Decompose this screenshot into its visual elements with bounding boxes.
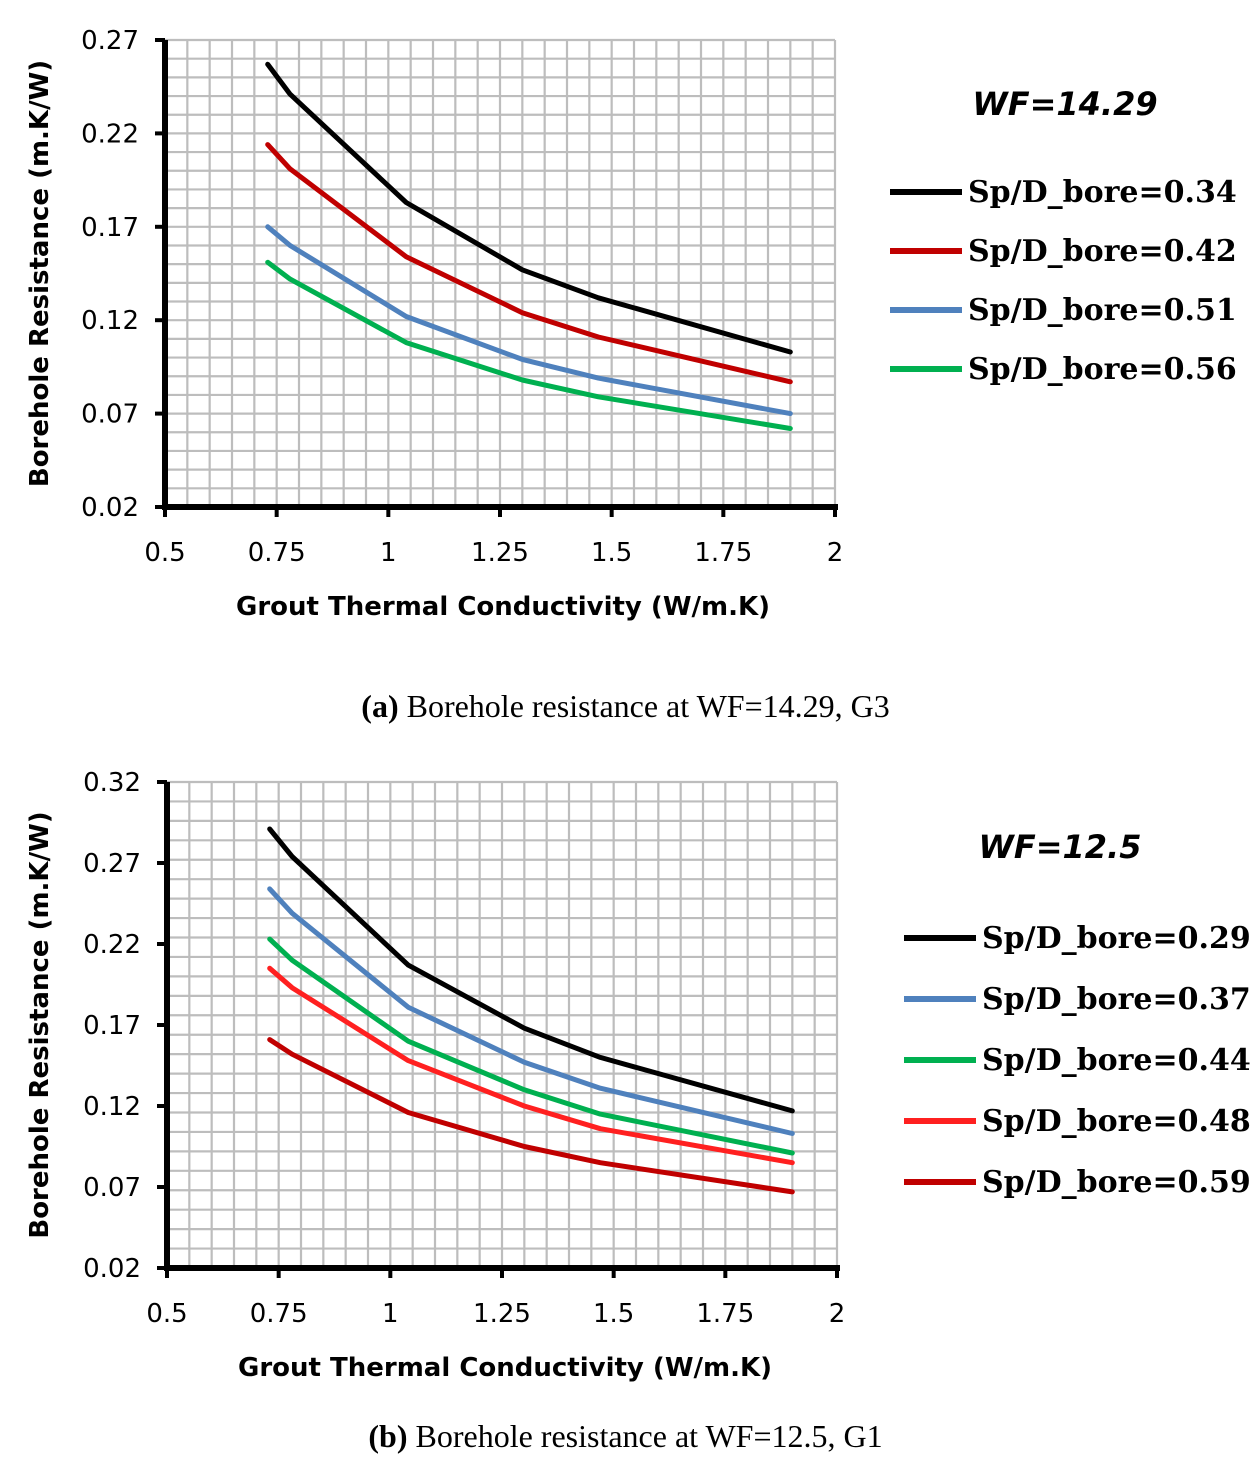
series-line-0.56 xyxy=(265,259,793,431)
series-line-0.29 xyxy=(267,826,795,1114)
y-axis-title: Borehole Resistance (m.K/W) xyxy=(25,811,55,1238)
y-tick-label: 0.07 xyxy=(81,400,139,430)
y-tick-label: 0.07 xyxy=(83,1173,141,1203)
x-tick-label: 1 xyxy=(382,1299,399,1329)
y-tick-label: 0.32 xyxy=(83,768,141,798)
y-tick-label: 0.17 xyxy=(81,213,139,243)
series-line-0.37 xyxy=(267,886,795,1136)
y-tick-label: 0.22 xyxy=(83,930,141,960)
caption-a: (a) Borehole resistance at WF=14.29, G3 xyxy=(0,688,1251,725)
y-tick-label: 0.27 xyxy=(83,849,141,879)
legend-entry: Sp/D_bore=0.37 xyxy=(982,982,1251,1017)
legend-entry: Sp/D_bore=0.34 xyxy=(968,175,1237,210)
legend-entry: Sp/D_bore=0.59 xyxy=(982,1165,1251,1200)
caption-b-letter: (b) xyxy=(368,1418,408,1454)
x-tick-label: 1.25 xyxy=(471,538,529,568)
series-line-0.51 xyxy=(265,224,793,417)
x-tick-label: 0.5 xyxy=(144,538,185,568)
legend-entry: Sp/D_bore=0.42 xyxy=(968,234,1237,269)
caption-a-letter: (a) xyxy=(361,688,399,724)
series-line-0.48 xyxy=(267,965,795,1166)
x-tick-label: 2 xyxy=(829,1299,846,1329)
y-tick-label: 0.17 xyxy=(83,1011,141,1041)
grid xyxy=(165,780,839,1270)
legend-entry: Sp/D_bore=0.29 xyxy=(982,921,1251,956)
y-tick-label: 0.22 xyxy=(81,119,139,149)
x-tick-label: 1 xyxy=(380,538,397,568)
y-axis-title: Borehole Resistance (m.K/W) xyxy=(25,60,55,487)
legend: Sp/D_bore=0.34 Sp/D_bore=0.42 Sp/D_bore=0.… xyxy=(890,175,1237,387)
x-tick-label: 2 xyxy=(827,538,844,568)
wf-annotation: WF=14.29 xyxy=(972,85,1157,123)
x-tick-label: 0.75 xyxy=(250,1299,308,1329)
legend: Sp/D_bore=0.29 Sp/D_bore=0.37 Sp/D_bore=0.… xyxy=(904,921,1251,1200)
legend-entry: Sp/D_bore=0.48 xyxy=(982,1104,1251,1139)
y-tick-label: 0.27 xyxy=(81,26,139,56)
x-tick-label: 1.5 xyxy=(591,538,632,568)
caption-a-text: Borehole resistance at WF=14.29, G3 xyxy=(406,688,890,724)
x-tick-label: 1.5 xyxy=(593,1299,634,1329)
legend-entry: Sp/D_bore=0.51 xyxy=(968,293,1237,328)
x-tick-label: 1.75 xyxy=(694,538,752,568)
legend-entry: Sp/D_bore=0.56 xyxy=(968,352,1237,387)
series-line-0.42 xyxy=(265,142,793,385)
caption-b-text: Borehole resistance at WF=12.5, G1 xyxy=(415,1418,883,1454)
caption-b: (b) Borehole resistance at WF=12.5, G1 xyxy=(0,1418,1251,1455)
grid xyxy=(163,38,837,509)
chart-b: 0.02 0.07 0.12 0.17 0.22 0.27 0.32 0.5 0.75 1 1.25… xyxy=(25,768,1251,1383)
x-tick-label: 1.25 xyxy=(473,1299,531,1329)
y-tick-label: 0.02 xyxy=(83,1254,141,1284)
series-line-0.44 xyxy=(267,936,795,1156)
y-tick-label: 0.12 xyxy=(81,306,139,336)
series-line-0.59 xyxy=(267,1037,795,1195)
y-tick-label: 0.02 xyxy=(81,493,139,523)
series-line-0.34 xyxy=(265,61,793,355)
legend-entry: Sp/D_bore=0.44 xyxy=(982,1043,1251,1078)
x-tick-label: 0.5 xyxy=(146,1299,187,1329)
x-tick-label: 0.75 xyxy=(248,538,306,568)
x-tick-label: 1.75 xyxy=(696,1299,754,1329)
x-axis-title: Grout Thermal Conductivity (W/m.K) xyxy=(238,1353,772,1383)
wf-annotation: WF=12.5 xyxy=(979,828,1142,866)
x-axis-title: Grout Thermal Conductivity (W/m.K) xyxy=(236,592,770,622)
y-tick-label: 0.12 xyxy=(83,1092,141,1122)
chart-a: 0.02 0.07 0.12 0.17 0.22 0.27 0.5 0.75 1 1.25 1.5 1… xyxy=(25,26,1237,622)
